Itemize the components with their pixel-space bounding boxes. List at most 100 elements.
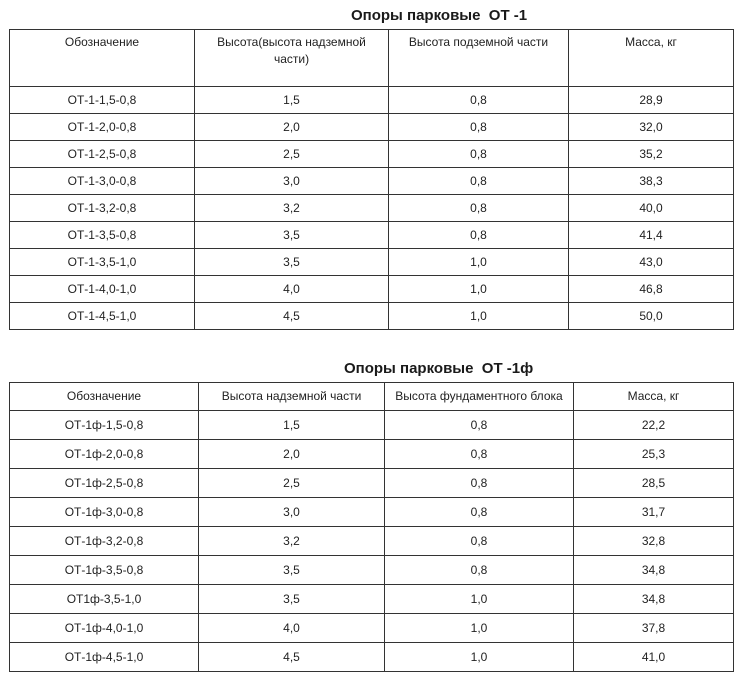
table-cell: 31,7 bbox=[573, 497, 734, 527]
table-cell: 3,0 bbox=[198, 497, 385, 527]
parking-poles-ot1f-table: Обозначение Высота надземной части Высота … bbox=[9, 382, 734, 672]
table-row: ОТ-1ф-2,0-0,8 2,0 0,8 25,3 bbox=[9, 439, 734, 469]
table-cell: 41,0 bbox=[573, 642, 734, 672]
table-cell: ОТ-1-4,0-1,0 bbox=[9, 275, 195, 303]
table-cell: ОТ-1-3,5-1,0 bbox=[9, 248, 195, 276]
column-header: Высота подземной части bbox=[388, 29, 569, 87]
table-cell: 4,0 bbox=[194, 275, 389, 303]
table-row: ОТ-1ф-3,0-0,8 3,0 0,8 31,7 bbox=[9, 497, 734, 527]
table-cell: 0,8 bbox=[388, 221, 569, 249]
table-cell: 0,8 bbox=[388, 113, 569, 141]
table-cell: 1,5 bbox=[194, 86, 389, 114]
table-row: ОТ-1-4,5-1,0 4,5 1,0 50,0 bbox=[9, 302, 734, 330]
table-cell: ОТ-1ф-2,5-0,8 bbox=[9, 468, 199, 498]
table-cell: 0,8 bbox=[384, 526, 574, 556]
table-cell: ОТ-1-4,5-1,0 bbox=[9, 302, 195, 330]
table-cell: 3,5 bbox=[198, 555, 385, 585]
table-cell: 28,9 bbox=[568, 86, 734, 114]
table-cell: 1,0 bbox=[388, 248, 569, 276]
table-cell: 28,5 bbox=[573, 468, 734, 498]
table-cell: 0,8 bbox=[384, 555, 574, 585]
table-cell: 0,8 bbox=[384, 439, 574, 469]
table-cell: ОТ-1-3,0-0,8 bbox=[9, 167, 195, 195]
table-cell: 22,2 bbox=[573, 410, 734, 440]
column-header: Высота надземной части bbox=[198, 382, 385, 411]
table-cell: ОТ1ф-3,5-1,0 bbox=[9, 584, 199, 614]
table-cell: ОТ-1ф-3,0-0,8 bbox=[9, 497, 199, 527]
table-cell: ОТ-1ф-2,0-0,8 bbox=[9, 439, 199, 469]
column-header: Обозначение bbox=[9, 29, 195, 87]
header-row: Обозначение Высота надземной части Высота … bbox=[9, 382, 734, 411]
table-row: ОТ-1-3,5-0,8 3,5 0,8 41,4 bbox=[9, 221, 734, 249]
table-cell: 2,5 bbox=[198, 468, 385, 498]
table-row: ОТ-1-2,0-0,8 2,0 0,8 32,0 bbox=[9, 113, 734, 141]
table-cell: 40,0 bbox=[568, 194, 734, 222]
table-cell: 34,8 bbox=[573, 584, 734, 614]
table1-title: Опоры парковые ОТ -1 bbox=[351, 7, 528, 24]
table-cell: 37,8 bbox=[573, 613, 734, 643]
table-cell: 3,2 bbox=[194, 194, 389, 222]
table-row: ОТ-1-2,5-0,8 2,5 0,8 35,2 bbox=[9, 140, 734, 168]
table-cell: 0,8 bbox=[384, 410, 574, 440]
table-cell: ОТ-1-1,5-0,8 bbox=[9, 86, 195, 114]
column-header: Масса, кг bbox=[568, 29, 734, 87]
table-cell: 32,8 bbox=[573, 526, 734, 556]
table-cell: 1,5 bbox=[198, 410, 385, 440]
table-cell: 46,8 bbox=[568, 275, 734, 303]
table-cell: ОТ-1-2,0-0,8 bbox=[9, 113, 195, 141]
table-cell: ОТ-1ф-1,5-0,8 bbox=[9, 410, 199, 440]
table-row: ОТ-1ф-2,5-0,8 2,5 0,8 28,5 bbox=[9, 468, 734, 498]
table-row: ОТ-1ф-3,5-0,8 3,5 0,8 34,8 bbox=[9, 555, 734, 585]
table-cell: 34,8 bbox=[573, 555, 734, 585]
table-row: ОТ-1-3,5-1,0 3,5 1,0 43,0 bbox=[9, 248, 734, 276]
table-cell: 3,5 bbox=[194, 221, 389, 249]
table-cell: 0,8 bbox=[388, 167, 569, 195]
table-cell: 0,8 bbox=[388, 86, 569, 114]
table-cell: 38,3 bbox=[568, 167, 734, 195]
table-cell: 1,0 bbox=[384, 613, 574, 643]
table-row: ОТ1ф-3,5-1,0 3,5 1,0 34,8 bbox=[9, 584, 734, 614]
header-row: Обозначение Высота(высота надземной части… bbox=[9, 29, 734, 87]
table-row: ОТ-1ф-1,5-0,8 1,5 0,8 22,2 bbox=[9, 410, 734, 440]
table-cell: 43,0 bbox=[568, 248, 734, 276]
table-cell: 4,0 bbox=[198, 613, 385, 643]
table-cell: 3,5 bbox=[194, 248, 389, 276]
table-row: ОТ-1ф-4,5-1,0 4,5 1,0 41,0 bbox=[9, 642, 734, 672]
column-header: Обозначение bbox=[9, 382, 199, 411]
table-cell: ОТ-1ф-3,2-0,8 bbox=[9, 526, 199, 556]
table-row: ОТ-1-3,2-0,8 3,2 0,8 40,0 bbox=[9, 194, 734, 222]
table-cell: ОТ-1-3,5-0,8 bbox=[9, 221, 195, 249]
table2-body: Обозначение Высота надземной части Высота … bbox=[9, 382, 734, 672]
table-cell: ОТ-1ф-4,0-1,0 bbox=[9, 613, 199, 643]
table-row: ОТ-1-4,0-1,0 4,0 1,0 46,8 bbox=[9, 275, 734, 303]
table-cell: 32,0 bbox=[568, 113, 734, 141]
table-cell: 3,5 bbox=[198, 584, 385, 614]
table-cell: 4,5 bbox=[198, 642, 385, 672]
parking-poles-ot1-table: Обозначение Высота(высота надземной части… bbox=[9, 29, 734, 330]
table-cell: 3,2 bbox=[198, 526, 385, 556]
table2-title: Опоры парковые ОТ -1ф bbox=[344, 360, 534, 377]
table-cell: 0,8 bbox=[388, 194, 569, 222]
table-cell: 1,0 bbox=[384, 642, 574, 672]
table-cell: 0,8 bbox=[384, 468, 574, 498]
table-cell: 1,0 bbox=[388, 275, 569, 303]
table-cell: 2,0 bbox=[194, 113, 389, 141]
table-cell: 1,0 bbox=[384, 584, 574, 614]
table-cell: 25,3 bbox=[573, 439, 734, 469]
table-cell: 0,8 bbox=[384, 497, 574, 527]
table-cell: ОТ-1-3,2-0,8 bbox=[9, 194, 195, 222]
table1-body: Обозначение Высота(высота надземной части… bbox=[9, 29, 734, 330]
table-cell: 0,8 bbox=[388, 140, 569, 168]
table-cell: 2,0 bbox=[198, 439, 385, 469]
table-row: ОТ-1ф-4,0-1,0 4,0 1,0 37,8 bbox=[9, 613, 734, 643]
table-cell: 3,0 bbox=[194, 167, 389, 195]
column-header: Высота фундаментного блока bbox=[384, 382, 574, 411]
table-cell: 41,4 bbox=[568, 221, 734, 249]
column-header: Высота(высота надземной части) bbox=[194, 29, 389, 87]
table-cell: ОТ-1ф-4,5-1,0 bbox=[9, 642, 199, 672]
column-header: Масса, кг bbox=[573, 382, 734, 411]
table-row: ОТ-1ф-3,2-0,8 3,2 0,8 32,8 bbox=[9, 526, 734, 556]
table-cell: ОТ-1ф-3,5-0,8 bbox=[9, 555, 199, 585]
table-cell: 2,5 bbox=[194, 140, 389, 168]
table-cell: ОТ-1-2,5-0,8 bbox=[9, 140, 195, 168]
